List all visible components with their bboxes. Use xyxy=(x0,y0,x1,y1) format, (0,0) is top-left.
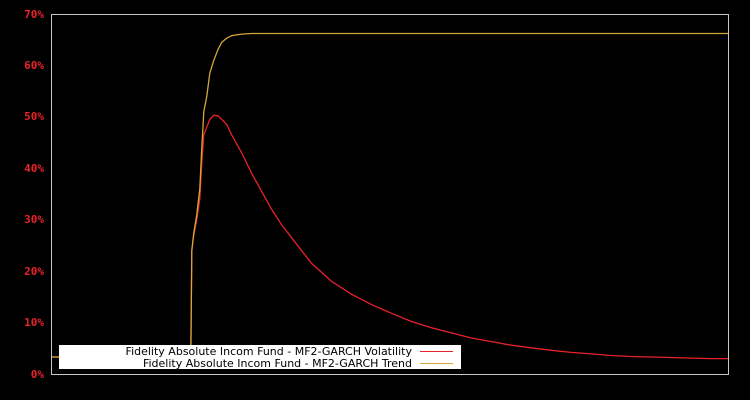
y-tick-label: 60% xyxy=(24,59,44,72)
legend: Fidelity Absolute Incom Fund - MF2-GARCH… xyxy=(59,344,461,370)
y-tick-label: 30% xyxy=(24,213,44,226)
y-tick-label: 50% xyxy=(24,110,44,123)
trend-line xyxy=(52,32,728,361)
y-tick-label: 0% xyxy=(30,368,44,381)
y-tick-label: 10% xyxy=(24,316,44,329)
y-tick-label: 20% xyxy=(24,265,44,278)
y-tick-label: 40% xyxy=(24,162,44,175)
legend-swatch-volatility xyxy=(420,350,453,352)
legend-label: Fidelity Absolute Incom Fund - MF2-GARCH… xyxy=(125,344,412,358)
legend-item-volatility: Fidelity Absolute Incom Fund - MF2-GARCH… xyxy=(125,344,453,358)
y-tick-label: 70% xyxy=(24,8,44,21)
legend-item-trend: Fidelity Absolute Incom Fund - MF2-GARCH… xyxy=(142,356,453,370)
plot-frame xyxy=(51,14,729,375)
legend-label: Fidelity Absolute Incom Fund - MF2-GARCH… xyxy=(142,356,412,370)
legend-swatch-trend xyxy=(420,362,453,364)
volatility-line xyxy=(52,114,728,361)
